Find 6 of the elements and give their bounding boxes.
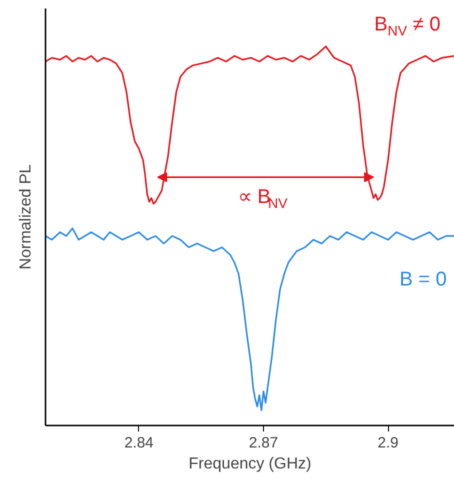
series-label: B = 0 [400, 268, 447, 291]
x-tick-label: 2.84 [124, 434, 154, 452]
y-axis-title: Normalized PL [18, 164, 34, 270]
x-tick-label: 2.87 [248, 434, 278, 452]
x-tick-label: 2.9 [378, 434, 398, 452]
x-axis-title: Frequency (GHz) [188, 456, 312, 472]
